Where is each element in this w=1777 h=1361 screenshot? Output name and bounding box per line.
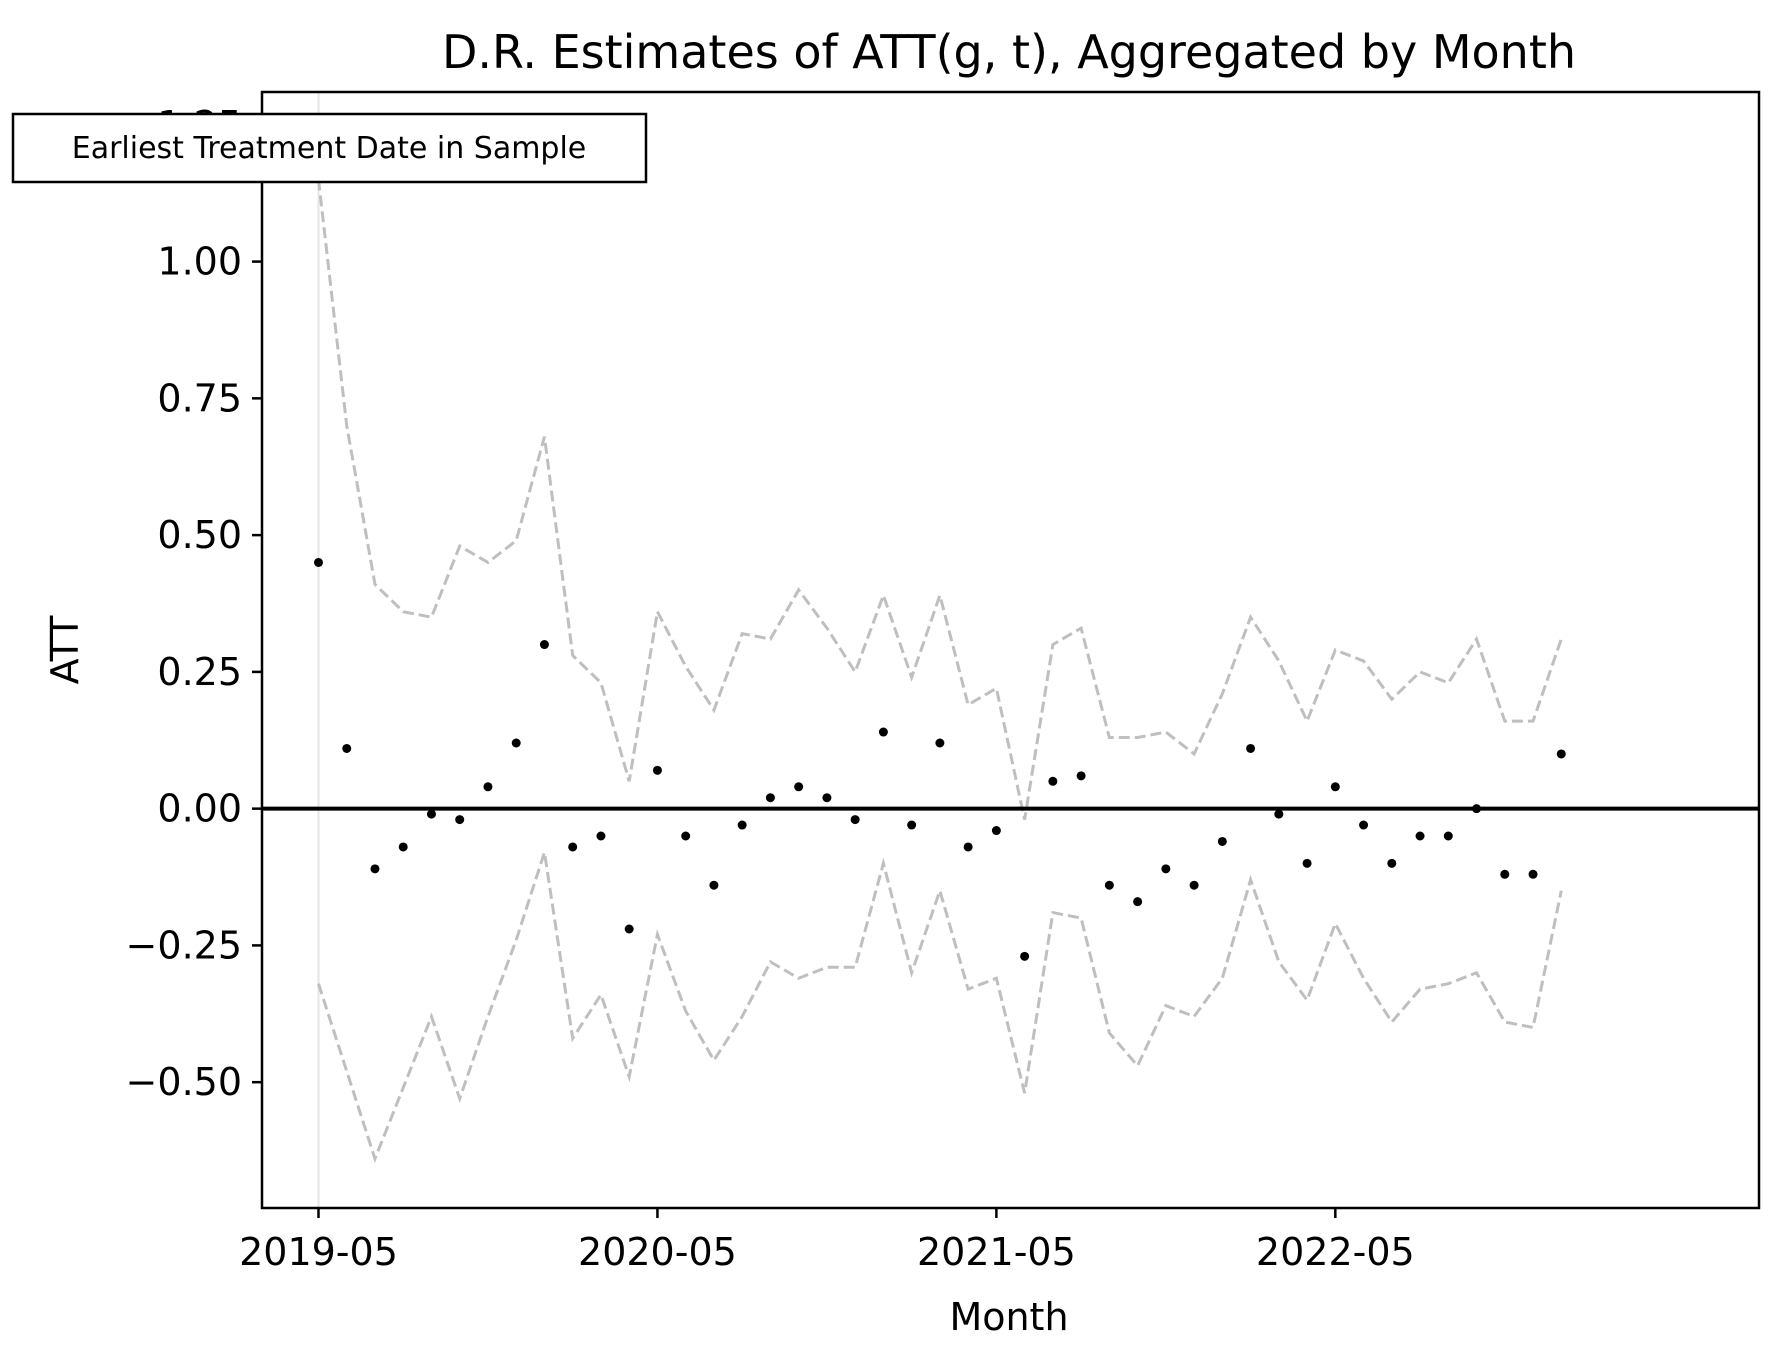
y-tick-label: −0.25 [126,923,242,967]
y-tick-label: 0.75 [157,376,242,420]
estimate-point [681,831,691,841]
estimate-point [1302,858,1312,868]
estimate-point [765,793,775,803]
estimate-point [1387,858,1397,868]
plot-content [262,92,1759,1208]
estimate-point [652,765,662,775]
y-tick-label: 0.00 [157,787,242,831]
estimate-point [963,842,973,852]
x-tick-label: 2022-05 [1256,1230,1415,1274]
y-tick-label: 0.50 [157,513,242,557]
x-tick-label: 2019-05 [239,1230,398,1274]
estimate-point [511,738,521,748]
estimate-point [426,809,436,819]
estimate-point [1556,749,1566,759]
estimate-point [313,557,323,567]
lower-bound-line [317,851,1563,1164]
estimate-point [596,831,606,841]
estimate-point [539,640,549,650]
estimate-point [1359,820,1369,830]
estimate-point [822,793,832,803]
estimate-point [991,826,1001,836]
x-axis-label: Month [949,1295,1068,1339]
estimate-point [1528,869,1538,879]
estimate-point [1104,880,1114,890]
estimate-point [1274,809,1284,819]
chart-title: D.R. Estimates of ATT(g, t), Aggregated … [442,25,1576,79]
estimate-point [1246,743,1256,753]
estimate-point [370,864,380,874]
y-tick-label: −0.50 [126,1060,242,1104]
estimate-point [737,820,747,830]
x-axis: 2019-05 2020-05 2021-05 2022-05 [239,1208,1415,1274]
estimate-point [624,924,634,934]
estimate-point [1189,880,1199,890]
estimate-point [878,727,888,737]
estimate-point [1076,771,1086,781]
estimate-point [1500,869,1510,879]
estimate-point [1217,836,1227,846]
estimate-point [568,842,578,852]
estimate-point [1472,804,1482,814]
annotation-text: Earliest Treatment Date in Sample [72,131,587,166]
estimate-point [1048,776,1058,786]
treatment-date-annotation: Earliest Treatment Date in Sample [11,112,648,184]
estimate-point [455,815,465,825]
estimate-point [709,880,719,890]
plot-frame [260,90,1761,1210]
estimate-point [483,782,493,792]
y-tick-label: 1.00 [157,240,242,284]
x-tick-label: 2020-05 [578,1230,737,1274]
annotation-box [11,112,648,184]
estimate-point [398,842,408,852]
estimate-point [1443,831,1453,841]
estimate-point [907,820,917,830]
estimate-point [1161,864,1171,874]
estimate-point [1020,951,1030,961]
estimate-point [794,782,804,792]
estimate-point [342,743,352,753]
estimate-point [850,815,860,825]
estimate-point [1330,782,1340,792]
upper-bound-line [317,179,1563,820]
estimate-point [935,738,945,748]
x-tick-label: 2021-05 [917,1230,1076,1274]
y-axis-label: ATT [43,615,87,685]
estimate-point [1415,831,1425,841]
y-tick-label: 0.25 [157,650,242,694]
estimate-point [1133,897,1143,907]
